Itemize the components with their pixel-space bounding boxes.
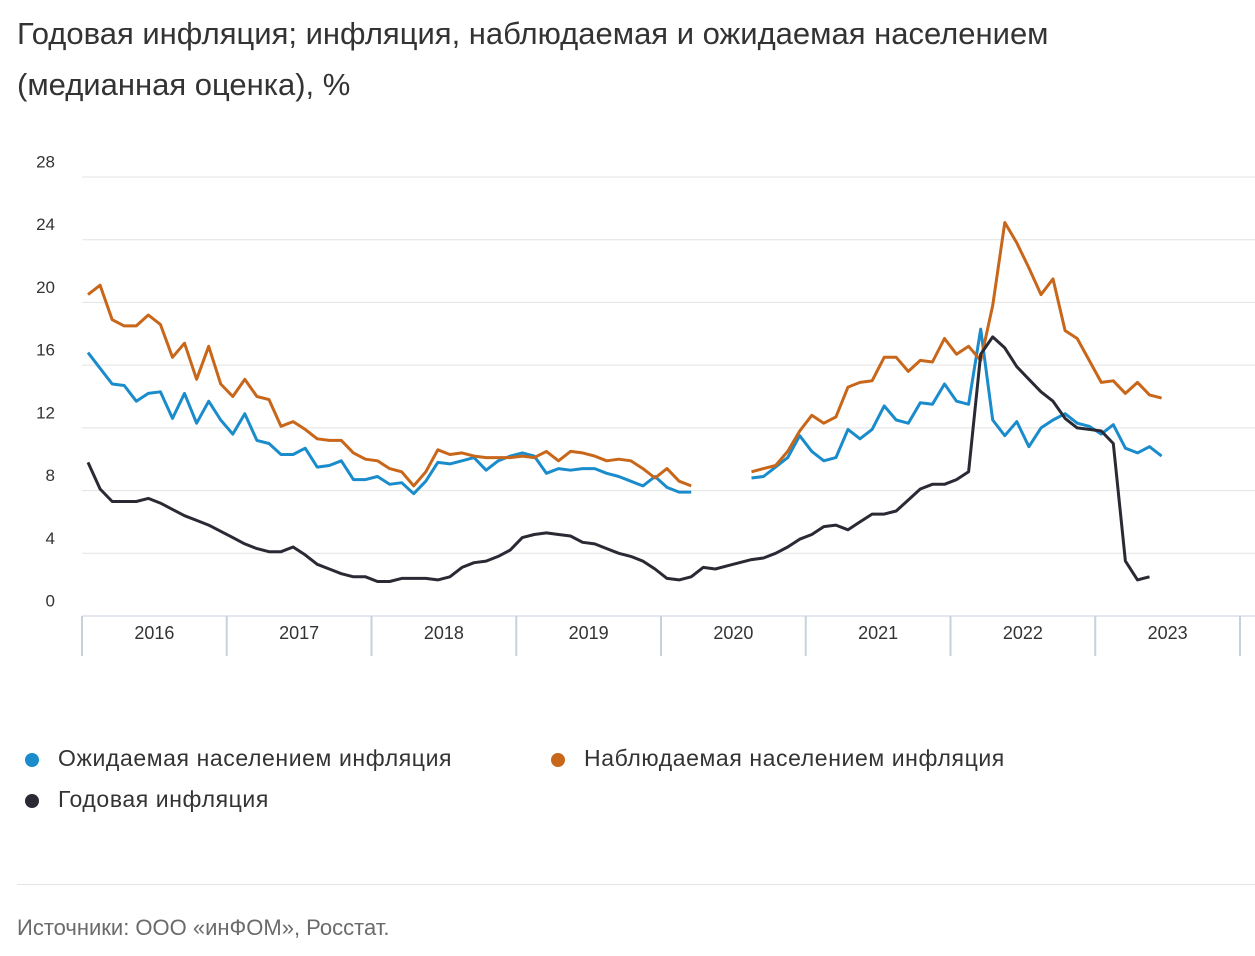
x-tick-label: 2022	[1003, 623, 1043, 643]
y-tick-label: 4	[46, 529, 55, 548]
y-tick-label: 28	[36, 152, 55, 171]
chart-title: Годовая инфляция; инфляция, наблюдаемая …	[17, 16, 1049, 102]
x-tick-label: 2023	[1148, 623, 1188, 643]
x-tick-label: 2021	[858, 623, 898, 643]
source-note: Источники: ООО «инФОМ», Росстат.	[17, 915, 390, 940]
x-tick-label: 2019	[569, 623, 609, 643]
legend-label: Ожидаемая населением инфляция	[58, 745, 452, 771]
legend-marker	[551, 753, 565, 767]
y-tick-label: 0	[46, 591, 55, 610]
series-line	[86, 335, 1150, 583]
legend-marker	[25, 753, 39, 767]
x-tick-label: 2018	[424, 623, 464, 643]
y-tick-label: 8	[46, 466, 55, 485]
x-tick-label: 2020	[713, 623, 753, 643]
series-line	[86, 327, 1163, 496]
y-tick-label: 16	[36, 341, 55, 360]
y-tick-label: 20	[36, 278, 55, 297]
y-tick-label: 24	[36, 215, 55, 234]
legend-label: Наблюдаемая населением инфляция	[584, 745, 1005, 771]
x-tick-label: 2016	[134, 623, 174, 643]
x-tick-label: 2017	[279, 623, 319, 643]
legend-marker	[25, 794, 39, 808]
legend-label: Годовая инфляция	[58, 786, 269, 812]
y-tick-label: 12	[36, 403, 55, 422]
divider	[17, 884, 1255, 885]
chart: 0 4 8 12 16 20 24 28 2016 2017 2018 2019 2020 2021 202…	[25, 152, 1255, 812]
series-line	[87, 221, 1162, 488]
